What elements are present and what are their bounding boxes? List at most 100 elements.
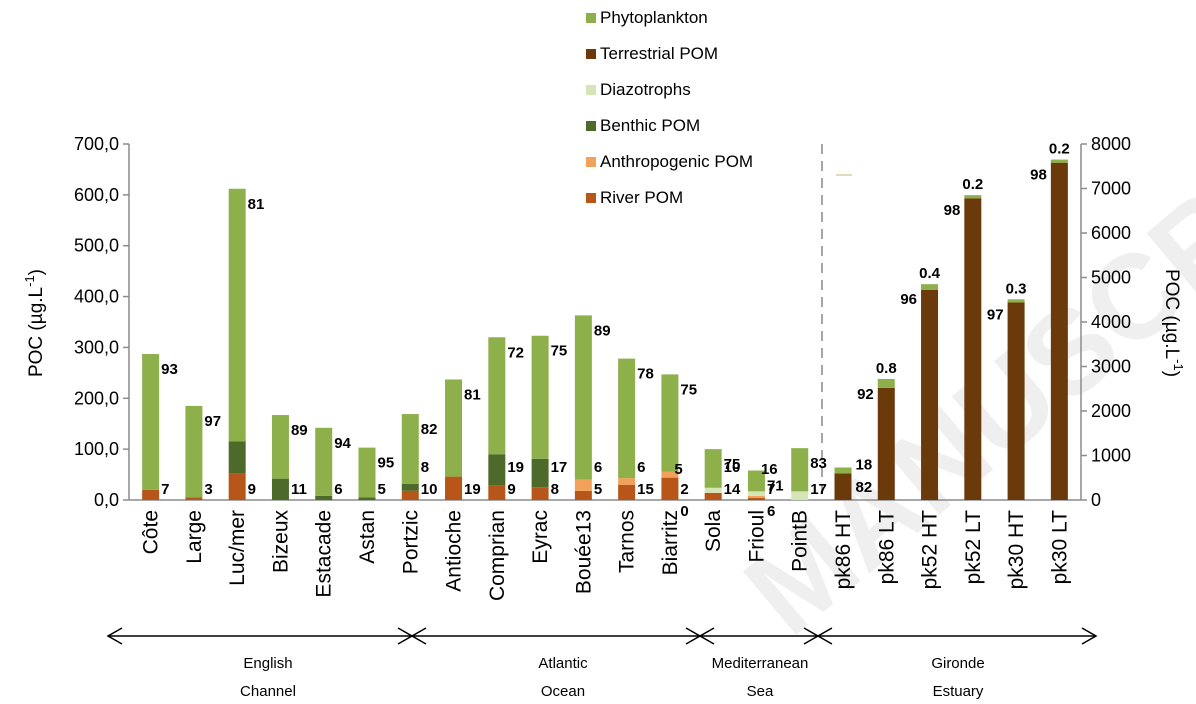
bar-10-phyto [574, 315, 592, 480]
bar-6-benthic [401, 483, 419, 491]
data-label: 89 [594, 322, 611, 339]
bar-13-diazo [704, 487, 722, 493]
data-label: 92 [857, 386, 874, 403]
bar-7-river [445, 476, 463, 500]
category-label: Eyrac [529, 510, 552, 564]
bar-19-phyto [964, 195, 982, 199]
bar-12-phyto [661, 374, 679, 472]
legend-swatch-phyto [586, 13, 596, 23]
bar-2-phyto [228, 188, 246, 442]
right-tick-label: 1000 [1091, 446, 1131, 466]
data-label: 6 [594, 459, 602, 476]
data-label: 16 [761, 461, 778, 478]
left-tick-label: 500,0 [74, 236, 119, 256]
right-tick-label: 2000 [1091, 401, 1131, 421]
data-label: 0.8 [876, 360, 897, 377]
region-arrow-head-left [698, 627, 715, 645]
data-label: 95 [378, 455, 395, 472]
bar-9-river [531, 487, 549, 500]
bar-18-terr [921, 289, 939, 500]
left-tick-label: 0,0 [94, 490, 119, 510]
right-tick-label: 3000 [1091, 357, 1131, 377]
data-label: 7 [767, 481, 775, 498]
data-label: 81 [464, 386, 481, 403]
bar-6-river [401, 490, 419, 500]
category-label: Astan [356, 510, 379, 564]
legend-label-diazo: Diazotrophs [600, 80, 691, 99]
bar-21-terr [1050, 162, 1068, 500]
bar-12-anthro [661, 471, 679, 478]
data-label: 94 [334, 435, 351, 452]
left-y-axis-ticks: 0,0 100,0 200,0 300,0 400,0 500,0 600,0 700,0 [74, 134, 129, 510]
bar-11-river [618, 484, 636, 500]
data-labels: 9379738198911946955828108119721997517889… [161, 141, 1070, 520]
data-label: 0 [680, 503, 688, 520]
data-label: 18 [856, 457, 873, 474]
category-label: Comprian [486, 510, 509, 601]
data-label: 19 [464, 481, 481, 498]
category-label: Large [183, 510, 206, 564]
legend-swatch-terr [586, 49, 596, 59]
data-label: 98 [1030, 167, 1047, 184]
data-label: 71 [767, 478, 784, 495]
data-label: 0.4 [919, 265, 941, 282]
bar-0-river [142, 489, 160, 500]
bar-2-river [228, 473, 246, 500]
data-label: 96 [900, 291, 917, 308]
data-label: 5 [378, 481, 386, 498]
bar-6-phyto [401, 414, 419, 484]
bar-16-terr [834, 473, 852, 500]
category-label: Côte [140, 510, 163, 554]
bar-18-phyto [921, 284, 939, 290]
category-label: Estacade [313, 510, 336, 598]
bar-1-phyto [185, 405, 203, 498]
data-label: 78 [637, 366, 654, 383]
bar-20-phyto [1007, 299, 1025, 303]
region-arrows: English Channel Atlantic Ocean Mediterranean… [106, 627, 1098, 700]
bar-7-phyto [445, 379, 463, 477]
data-label: 83 [810, 455, 827, 472]
category-label: pk52 HT [919, 510, 942, 590]
category-label: Frioul [745, 510, 768, 563]
legend-swatch-diazo [586, 85, 596, 95]
category-label: pk52 LT [962, 510, 985, 584]
bar-4-benthic [315, 495, 333, 500]
right-tick-label: 7000 [1091, 179, 1131, 199]
bar-14-river [747, 497, 765, 500]
data-label: 17 [810, 481, 827, 498]
region-label-line2: Estuary [933, 683, 984, 700]
category-label: pk86 HT [832, 510, 855, 590]
data-label: 9 [507, 481, 515, 498]
region-label-line2: Ocean [541, 683, 585, 700]
data-label: 14 [724, 481, 741, 498]
data-label: 72 [507, 344, 524, 361]
bar-3-phyto [271, 415, 289, 479]
data-label: 89 [291, 422, 308, 439]
legend-swatch-anthro [586, 157, 596, 167]
right-tick-label: 8000 [1091, 134, 1131, 154]
left-tick-label: 400,0 [74, 287, 119, 307]
data-label: 8 [421, 459, 429, 476]
bar-20-terr [1007, 302, 1025, 500]
region-label-line1: Gironde [931, 655, 984, 672]
bar-3-benthic [271, 478, 289, 500]
legend-label-benthic: Benthic POM [600, 116, 700, 135]
bar-15-phyto [791, 448, 809, 492]
category-label: Antioche [443, 510, 466, 592]
data-label: 5 [594, 481, 602, 498]
bar-11-anthro [618, 478, 636, 485]
bar-15-diazo [791, 491, 809, 500]
bar-9-phyto [531, 335, 549, 459]
right-y-axis-title: POC (µg.L-1) [1161, 269, 1186, 377]
left-tick-label: 700,0 [74, 134, 119, 154]
data-label: 3 [204, 481, 212, 498]
data-label: 93 [161, 361, 178, 378]
bar-8-river [488, 485, 506, 500]
bar-13-river [704, 492, 722, 500]
region-label-line1: Mediterranean [712, 655, 809, 672]
category-label: Bouée13 [572, 510, 595, 594]
data-label: 97 [204, 413, 221, 430]
right-tick-label: 5000 [1091, 268, 1131, 288]
data-label: 17 [551, 459, 568, 476]
bar-13-phyto [704, 449, 722, 488]
